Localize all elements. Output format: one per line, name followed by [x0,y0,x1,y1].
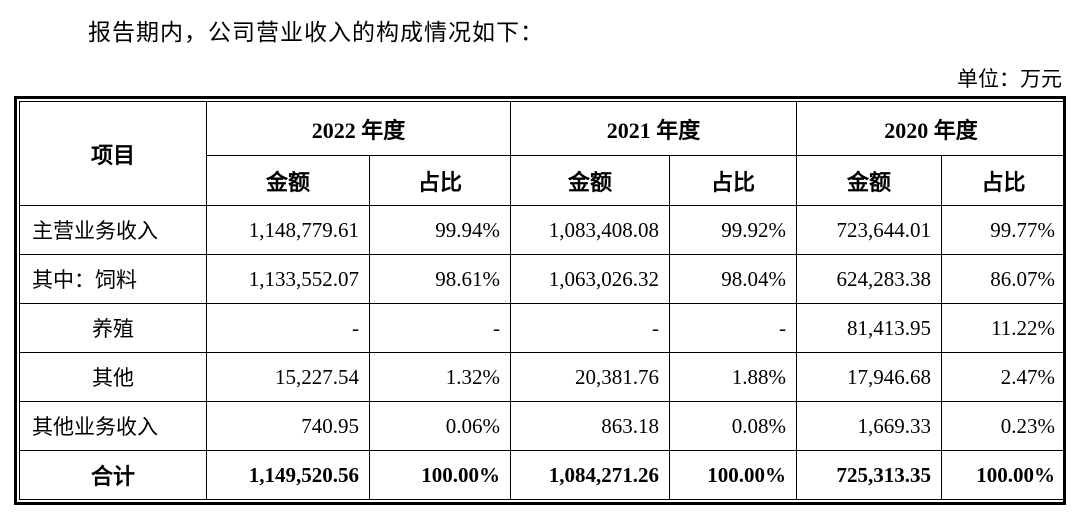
row-item-label: 其中：饲料 [19,254,207,304]
cell-value: 624,283.38 [796,254,943,304]
cell-value: - [510,303,671,353]
table-row-main-revenue: 主营业务收入 1,148,779.61 99.94% 1,083,408.08 … [19,205,1067,255]
cell-value: 100.00% [941,450,1067,500]
row-item-label: 合计 [19,450,207,500]
table-row-total: 合计 1,149,520.56 100.00% 1,084,271.26 100… [19,450,1067,500]
table-row-feed: 其中：饲料 1,133,552.07 98.61% 1,063,026.32 9… [19,254,1067,304]
cell-value: 99.94% [368,205,512,255]
cell-value: 99.92% [669,205,798,255]
cell-value: 17,946.68 [796,352,943,402]
intro-text: 报告期内，公司营业收入的构成情况如下： [88,20,544,45]
cell-value: - [368,303,512,353]
header-item: 项目 [19,101,207,206]
row-item-label: 其他 [19,352,207,402]
cell-value: - [206,303,370,353]
cell-value: 99.77% [941,205,1067,255]
table-row-other: 其他 15,227.54 1.32% 20,381.76 1.88% 17,94… [19,352,1067,402]
cell-value: 1,148,779.61 [206,205,370,255]
cell-value: 1,063,026.32 [510,254,671,304]
row-item-label: 主营业务收入 [19,205,207,255]
cell-value: 2.47% [941,352,1067,402]
cell-value: 1,669.33 [796,401,943,451]
cell-value: 1,084,271.26 [510,450,671,500]
header-year-2020: 2020 年度 [796,101,1067,156]
cell-value: 98.04% [669,254,798,304]
cell-value: 1,149,520.56 [206,450,370,500]
cell-value: 81,413.95 [796,303,943,353]
cell-value: 1,133,552.07 [206,254,370,304]
cell-value: 725,313.35 [796,450,943,500]
cell-value: 98.61% [368,254,512,304]
cell-value: 100.00% [368,450,512,500]
header-ratio-2021: 占比 [669,155,798,206]
header-ratio-2020: 占比 [941,155,1067,206]
cell-value: 740.95 [206,401,370,451]
table-row-breeding: 养殖 - - - - 81,413.95 11.22% [19,303,1067,353]
row-item-label: 养殖 [19,303,207,353]
header-ratio-2022: 占比 [368,155,512,206]
cell-value: 86.07% [941,254,1067,304]
cell-value: 1.88% [669,352,798,402]
cell-value: 723,644.01 [796,205,943,255]
row-item-label: 其他业务收入 [19,401,207,451]
header-year-2022: 2022 年度 [205,101,512,156]
unit-label: 单位：万元 [957,67,1062,91]
table-row-other-business: 其他业务收入 740.95 0.06% 863.18 0.08% 1,669.3… [19,401,1067,451]
cell-value: 863.18 [510,401,671,451]
cell-value: 1.32% [368,352,512,402]
cell-value: 0.23% [941,401,1067,451]
cell-value: 11.22% [941,303,1067,353]
header-year-2021: 2021 年度 [510,101,798,156]
cell-value: 0.08% [669,401,798,451]
cell-value: 20,381.76 [510,352,671,402]
header-amount-2021: 金额 [510,155,671,206]
cell-value: 1,083,408.08 [510,205,671,255]
header-amount-2020: 金额 [796,155,943,206]
cell-value: 0.06% [368,401,512,451]
cell-value: 15,227.54 [206,352,370,402]
header-amount-2022: 金额 [206,155,370,206]
cell-value: - [669,303,798,353]
cell-value: 100.00% [669,450,798,500]
revenue-composition-table: 项目 2022 年度 2021 年度 2020 年度 金额 占比 金额 占比 金… [14,96,1067,505]
